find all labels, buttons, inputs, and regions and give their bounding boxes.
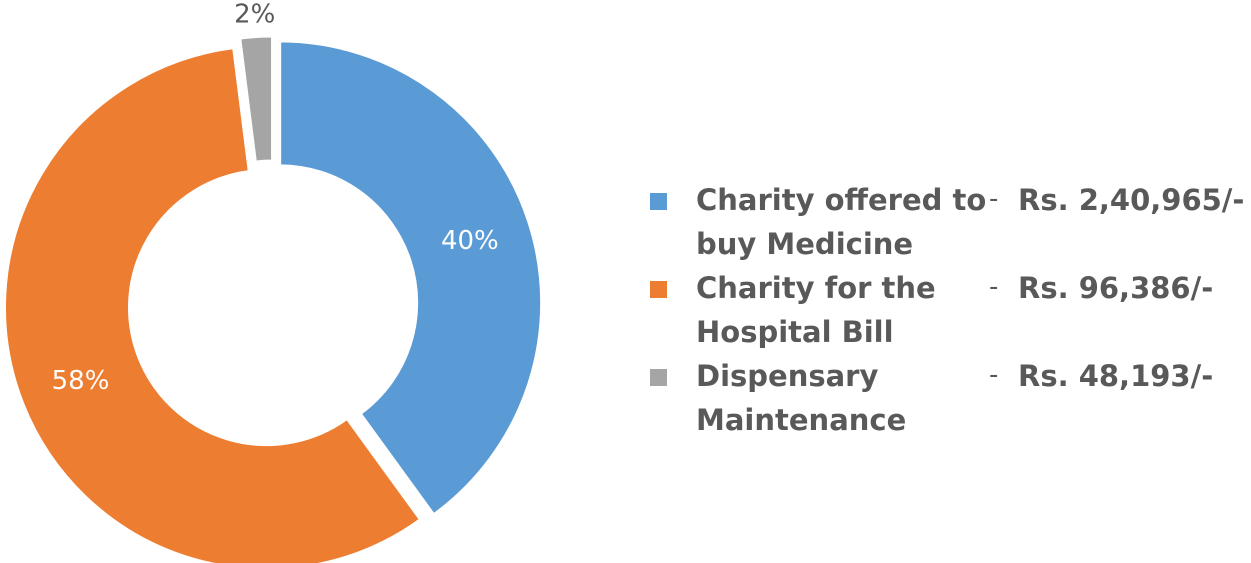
legend-item-dispensary: Dispensary Maintenance - Rs. 48,193/- <box>648 354 1248 442</box>
legend-item-hospital-bill: Charity for the Hospital Bill - Rs. 96,3… <box>648 266 1248 354</box>
slice-label-0: 40% <box>441 226 499 256</box>
legend-amount-medicine: Rs. 2,40,965/- <box>1018 183 1245 217</box>
slice-label-1: 58% <box>52 366 110 396</box>
donut-slice-2 <box>238 34 275 164</box>
legend-label-medicine: Charity offered to buy Medicine <box>696 183 987 261</box>
chart-legend: Charity offered to buy Medicine - Rs. 2,… <box>648 178 1248 442</box>
legend-item-medicine: Charity offered to buy Medicine - Rs. 2,… <box>648 178 1248 266</box>
slice-label-2: 2% <box>234 0 275 30</box>
legend-swatch-hospital-bill <box>650 281 667 298</box>
legend-label-hospital-bill: Charity for the Hospital Bill <box>696 271 936 349</box>
donut-slice-labels: 40% 58% 2% <box>52 0 499 396</box>
legend-label-dispensary: Dispensary Maintenance <box>696 359 907 437</box>
legend-amount-hospital-bill: Rs. 96,386/- <box>1018 271 1214 305</box>
donut-slice-0 <box>278 39 544 517</box>
donut-slice-1 <box>2 45 423 563</box>
donut-slices <box>2 34 544 563</box>
legend-swatch-dispensary <box>650 369 667 386</box>
legend-dash-medicine: - <box>989 184 999 214</box>
legend-swatch-medicine <box>650 193 667 210</box>
legend-amount-dispensary: Rs. 48,193/- <box>1018 359 1214 393</box>
legend-dash-dispensary: - <box>989 360 999 390</box>
legend-dash-hospital-bill: - <box>989 272 999 302</box>
